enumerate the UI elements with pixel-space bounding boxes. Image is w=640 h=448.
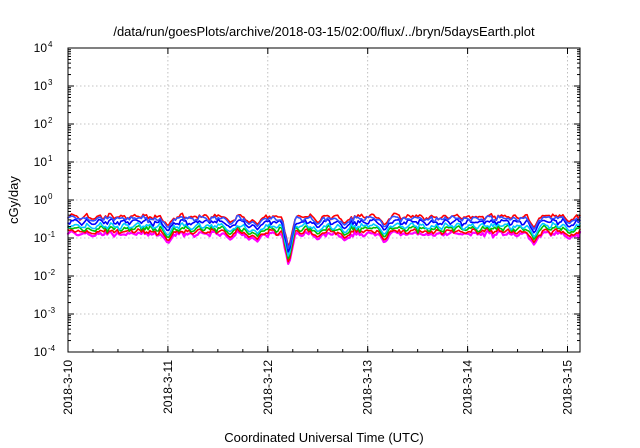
y-tick-label: 10 — [34, 79, 48, 93]
ticks — [67, 47, 580, 353]
x-tick-label: 2018-3-12 — [261, 360, 275, 415]
y-tick-label: 10 — [34, 117, 48, 131]
x-tick-label: 2018-3-13 — [361, 360, 375, 415]
series-layer — [66, 212, 582, 265]
y-tick-label: 10 — [34, 231, 48, 245]
series-line — [67, 217, 581, 253]
x-tick-label: 2018-3-10 — [61, 360, 75, 415]
y-tick-label: 10 — [34, 307, 48, 321]
y-tick-label: 10 — [34, 155, 48, 169]
y-axis-title: cGy/day — [6, 176, 21, 224]
series-line — [67, 214, 581, 250]
y-tick-exponent: 2 — [48, 116, 53, 125]
series-line — [66, 229, 582, 265]
series-line — [67, 224, 581, 260]
y-tick-exponent: 0 — [48, 192, 53, 201]
y-tick-label: 10 — [34, 193, 48, 207]
series-line — [67, 221, 581, 257]
x-tick-labels: 2018-3-10 2018-3-11 2018-3-12 2018-3-13 2018… — [61, 360, 575, 415]
y-tick-exponent: 3 — [48, 78, 53, 87]
y-tick-exponent: -3 — [48, 306, 56, 315]
y-tick-label: 10 — [34, 345, 48, 359]
series-line — [67, 227, 581, 263]
y-tick-exponent: 1 — [48, 154, 53, 163]
x-tick-label: 2018-3-15 — [561, 360, 575, 415]
y-tick-exponent: 4 — [48, 40, 53, 49]
y-tick-exponent: -1 — [48, 230, 56, 239]
y-tick-exponent: -2 — [48, 268, 56, 277]
x-tick-label: 2018-3-14 — [461, 360, 475, 415]
chart-title: /data/run/goesPlots/archive/2018-03-15/0… — [113, 24, 535, 39]
x-axis-title: Coordinated Universal Time (UTC) — [224, 430, 423, 445]
x-tick-label: 2018-3-11 — [161, 360, 175, 414]
grid — [67, 47, 580, 353]
y-tick-label: 10 — [34, 41, 48, 55]
y-tick-exponent: -4 — [48, 344, 56, 353]
y-tick-label: 10 — [34, 269, 48, 283]
